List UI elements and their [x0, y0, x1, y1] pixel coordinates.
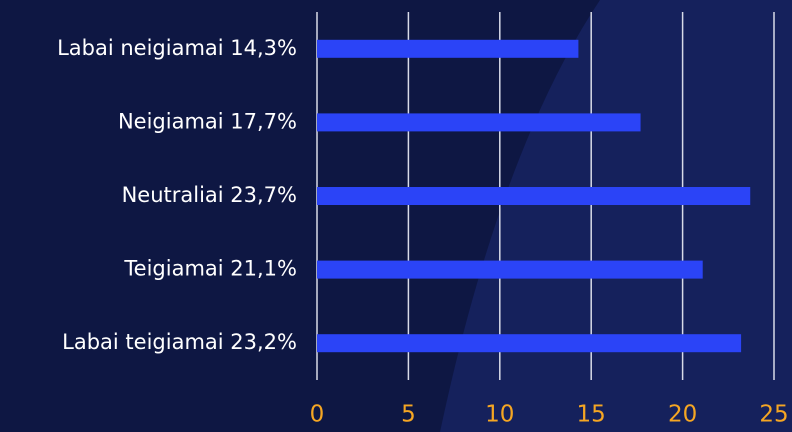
x-tick-label: 5: [401, 402, 416, 428]
x-tick-label: 25: [759, 402, 788, 428]
bar: [317, 334, 742, 353]
y-tick-label: Labai teigiamai 23,2%: [62, 330, 297, 354]
background-shade: [440, 0, 792, 432]
bar: [317, 113, 641, 132]
bar: [317, 39, 579, 58]
y-tick-label: Teigiamai 21,1%: [123, 257, 297, 281]
x-tick-label: 10: [485, 402, 514, 428]
x-tick-label: 0: [310, 402, 325, 428]
x-tick-label: 20: [668, 402, 697, 428]
bar: [317, 187, 751, 205]
x-tick-label: 15: [577, 402, 606, 428]
y-tick-label: Neigiamai 17,7%: [118, 109, 297, 133]
y-tick-label: Labai neigiamai 14,3%: [57, 36, 297, 60]
y-tick-label: Neutraliai 23,7%: [122, 183, 297, 207]
bar: [317, 260, 703, 279]
